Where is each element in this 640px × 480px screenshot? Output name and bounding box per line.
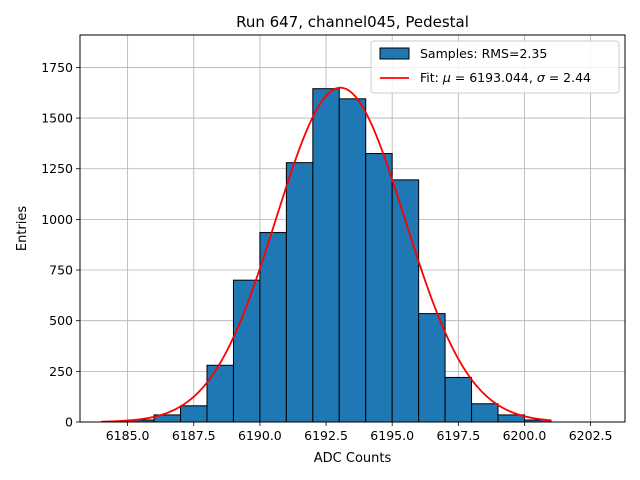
y-tick-label: 1000 xyxy=(41,212,73,227)
legend-fit-sigma-value: = 2.44 xyxy=(545,70,591,85)
x-axis-label: ADC Counts xyxy=(314,451,392,466)
fit-curve xyxy=(101,86,551,423)
histogram-bar xyxy=(259,232,287,423)
histogram-bar xyxy=(180,405,208,423)
legend-fit-prefix: Fit: xyxy=(420,70,443,85)
histogram-bar xyxy=(338,98,367,423)
y-axis-label: Entries xyxy=(15,206,30,252)
histogram-bar xyxy=(285,162,314,423)
x-tick-label: 6200.0 xyxy=(503,428,547,443)
legend-fit-mu-symbol: μ xyxy=(442,70,451,85)
x-tick-label: 6190.0 xyxy=(238,428,282,443)
y-tick-label: 750 xyxy=(49,263,73,278)
x-tick-label: 6192.5 xyxy=(304,428,348,443)
histogram-bar xyxy=(232,279,261,423)
histogram-bar xyxy=(471,403,499,423)
chart-title: Run 647, channel045, Pedestal xyxy=(236,13,469,31)
histogram-bar xyxy=(365,153,393,423)
x-axis-ticks: 6185.0 6187.5 6190.0 6192.5 6195.0 6197.5 6200… xyxy=(106,422,613,443)
x-tick-label: 6185.0 xyxy=(106,428,150,443)
legend: Samples: RMS=2.35 Fit: μ = 6193.044, σ =… xyxy=(370,40,620,94)
y-tick-label: 1250 xyxy=(41,161,73,176)
x-tick-label: 6197.5 xyxy=(436,428,480,443)
x-tick-label: 6187.5 xyxy=(172,428,216,443)
y-tick-label: 1750 xyxy=(41,60,73,75)
histogram-bar xyxy=(391,179,420,423)
histogram-bars xyxy=(127,88,552,423)
y-tick-label: 500 xyxy=(49,313,73,328)
legend-samples-label: Samples: RMS=2.35 xyxy=(420,46,547,61)
y-axis-ticks: 0 250 500 750 1000 1250 1500 1750 xyxy=(41,60,80,430)
legend-samples-swatch xyxy=(379,47,410,60)
y-tick-label: 0 xyxy=(65,415,73,430)
legend-fit-label: Fit: μ = 6193.044, σ = 2.44 xyxy=(420,70,591,85)
y-tick-label: 1500 xyxy=(41,111,73,126)
y-tick-label: 250 xyxy=(49,364,73,379)
histogram-bar xyxy=(444,376,473,423)
plot-frame xyxy=(79,34,626,423)
legend-box xyxy=(370,40,620,94)
histogram-bar xyxy=(312,88,340,423)
x-tick-label: 6195.0 xyxy=(370,428,414,443)
histogram-bar xyxy=(206,364,234,423)
legend-fit-sigma-symbol: σ xyxy=(537,70,546,85)
legend-fit-mu-value: = 6193.044, xyxy=(451,70,537,85)
x-tick-label: 6202.5 xyxy=(569,428,613,443)
histogram-bar xyxy=(418,313,446,423)
fit-curve-group xyxy=(101,86,551,423)
